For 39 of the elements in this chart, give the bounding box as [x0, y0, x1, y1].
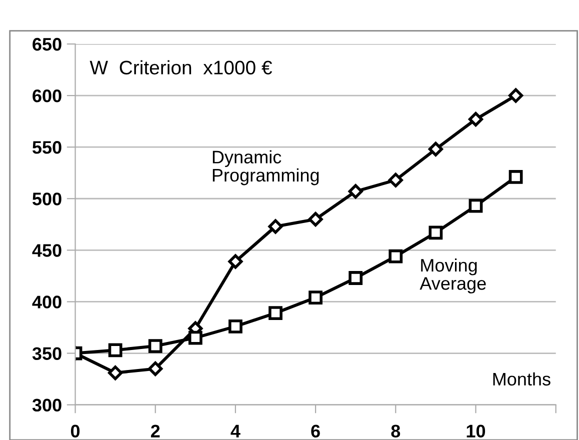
- point: [228, 320, 242, 334]
- y-tick-label: 650: [32, 38, 62, 51]
- point: [388, 249, 403, 264]
- point: [108, 343, 122, 358]
- y-tick-label: 450: [32, 244, 62, 257]
- x-tick-label: 8: [391, 424, 400, 438]
- x-tick-label: 2: [150, 424, 160, 438]
- series-label: Moving Average: [420, 258, 486, 294]
- point: [388, 172, 403, 188]
- y-tick-label: 550: [32, 141, 62, 154]
- x-axis-title: Months: [493, 372, 550, 386]
- point: [268, 306, 282, 320]
- point: [508, 88, 524, 103]
- point: [148, 339, 162, 353]
- point: [428, 142, 443, 156]
- point: [308, 212, 323, 227]
- x-tick-label: 4: [230, 424, 240, 438]
- series-label: Dynamic Programming: [212, 150, 319, 186]
- point: [148, 361, 163, 376]
- x-tick-label: 10: [466, 424, 486, 438]
- text: W Criterion x1000 €: [90, 60, 272, 74]
- point: [268, 219, 283, 234]
- y-tick-label: 600: [32, 89, 62, 102]
- point: [348, 271, 363, 285]
- point: [428, 226, 443, 240]
- point: [348, 184, 363, 199]
- point: [228, 254, 243, 269]
- y-tick-label: 300: [32, 398, 62, 412]
- x-tick-label: 0: [70, 424, 80, 438]
- point: [508, 170, 523, 184]
- x-tick-label: 6: [311, 424, 320, 438]
- y-tick-label: 400: [32, 296, 62, 308]
- point: [468, 198, 483, 213]
- point: [108, 366, 123, 380]
- point: [188, 330, 202, 345]
- point: [308, 290, 322, 305]
- y-tick-label: 500: [32, 192, 62, 206]
- y-tick-label: 350: [32, 347, 62, 360]
- point: [468, 112, 484, 127]
